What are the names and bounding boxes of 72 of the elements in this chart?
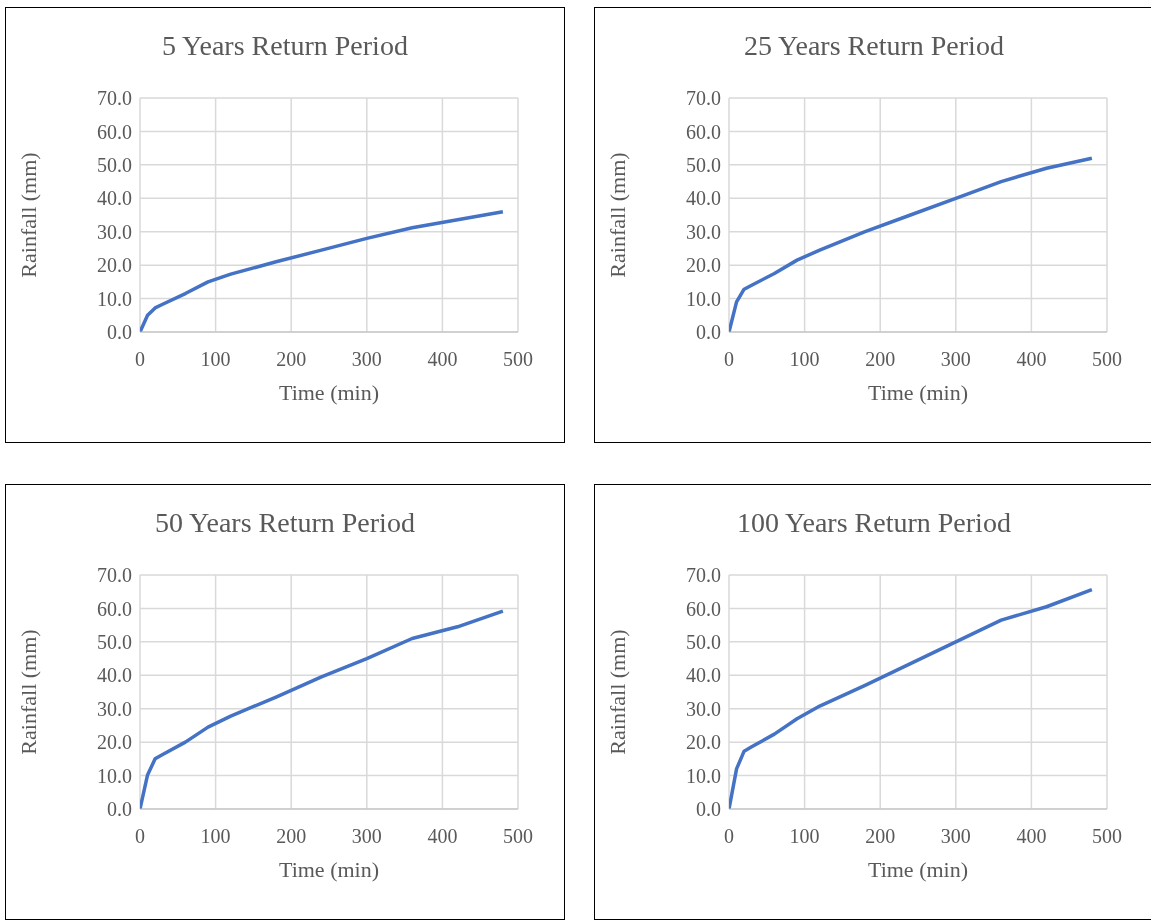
line-series [729,587,1094,809]
y-tick-label: 20.0 [97,731,132,754]
x-tick-label: 200 [865,825,896,848]
x-tick-label: 300 [351,825,382,848]
y-tick-label: 10.0 [686,764,721,787]
y-tick-label: 20.0 [686,731,721,754]
x-tick-label: 500 [503,348,533,371]
y-axis-title: Rainfall (mm) [15,152,41,278]
y-tick-label: 40.0 [686,664,721,687]
y-tick-label: 60.0 [686,597,721,620]
y-tick-label: 50.0 [686,153,721,176]
x-tick-label: 200 [865,348,896,371]
y-tick-label: 0.0 [107,321,132,344]
x-tick-label: 0 [724,825,734,848]
x-tick-label: 100 [200,348,231,371]
y-tick-label: 50.0 [97,630,132,653]
chart-title: 50 Years Return Period [154,507,416,539]
x-axis-title: Time (min) [278,857,380,882]
y-tick-label: 30.0 [97,220,132,243]
y-tick-label: 30.0 [686,220,721,243]
x-tick-label: 400 [427,348,458,371]
y-tick-label: 50.0 [97,153,132,176]
x-tick-label: 0 [135,825,145,848]
y-tick-label: 20.0 [686,254,721,277]
y-tick-label: 70.0 [97,87,132,110]
y-axis-title: Rainfall (mm) [604,629,630,755]
chart-title: 25 Years Return Period [743,30,1005,62]
x-tick-label: 200 [276,348,307,371]
x-axis-title: Time (min) [867,380,969,405]
chart-title: 5 Years Return Period [161,30,409,62]
line-series [140,209,505,332]
x-tick-label: 0 [724,348,734,371]
x-tick-label: 100 [200,825,231,848]
x-tick-label: 500 [1092,825,1122,848]
y-axis-title: Rainfall (mm) [15,629,41,755]
y-tick-label: 10.0 [97,287,132,310]
x-tick-label: 300 [351,348,382,371]
y-tick-label: 10.0 [97,764,132,787]
y-tick-label: 70.0 [686,564,721,587]
y-tick-label: 60.0 [97,120,132,143]
line-series [729,156,1094,332]
x-axis-title: Time (min) [278,380,380,405]
y-tick-label: 10.0 [686,287,721,310]
chart-title: 100 Years Return Period [736,507,1012,539]
y-tick-label: 60.0 [686,120,721,143]
y-tick-label: 40.0 [686,187,721,210]
x-tick-label: 400 [1016,348,1047,371]
line-series [140,609,505,809]
y-tick-label: 0.0 [696,321,721,344]
y-tick-label: 60.0 [97,597,132,620]
y-tick-label: 50.0 [686,630,721,653]
x-tick-label: 500 [503,825,533,848]
x-tick-label: 400 [427,825,458,848]
y-tick-label: 40.0 [97,187,132,210]
x-tick-label: 300 [940,825,971,848]
x-tick-label: 300 [940,348,971,371]
y-tick-label: 70.0 [686,87,721,110]
x-tick-label: 100 [789,825,820,848]
y-tick-label: 0.0 [696,798,721,821]
x-tick-label: 0 [135,348,145,371]
y-tick-label: 30.0 [97,697,132,720]
x-tick-label: 100 [789,348,820,371]
x-tick-label: 500 [1092,348,1122,371]
x-axis-title: Time (min) [867,857,969,882]
y-tick-label: 30.0 [686,697,721,720]
y-tick-label: 70.0 [97,564,132,587]
y-tick-label: 40.0 [97,664,132,687]
x-tick-label: 200 [276,825,307,848]
y-tick-label: 0.0 [107,798,132,821]
y-axis-title: Rainfall (mm) [604,152,630,278]
y-tick-label: 20.0 [97,254,132,277]
x-tick-label: 400 [1016,825,1047,848]
